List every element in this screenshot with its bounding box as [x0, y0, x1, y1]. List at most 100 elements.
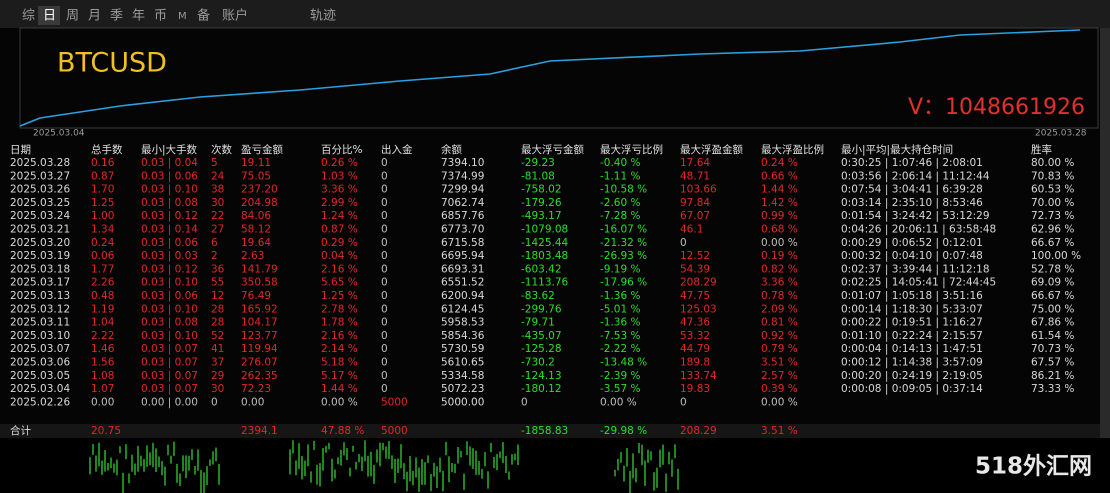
tab[interactable]: 年	[132, 9, 145, 24]
table-cell: -79.71	[521, 317, 555, 329]
table-cell: 0.82 %	[761, 263, 798, 275]
row-date: 2025.03.07	[10, 343, 70, 355]
table-cell: -26.93 %	[600, 250, 647, 262]
table-cell: 1.78 %	[321, 317, 358, 329]
table-cell: 3.36 %	[761, 277, 798, 289]
table-cell: 29	[211, 370, 224, 382]
table-cell: 58.12	[241, 224, 271, 236]
table-cell: -9.19 %	[600, 263, 641, 275]
table-cell: -81.08	[521, 170, 555, 182]
table-cell: 6773.70	[441, 224, 484, 236]
tab[interactable]: M	[178, 11, 187, 22]
tab[interactable]: 综	[22, 9, 35, 24]
table-cell: 73.33 %	[1031, 383, 1074, 395]
table-cell: 36	[211, 263, 225, 275]
table-cell: 5000.00	[441, 396, 484, 408]
row-date: 2025.03.11	[10, 317, 70, 329]
table-cell: 0.03 | 0.12	[141, 263, 198, 275]
table-cell: 17.64	[680, 157, 710, 169]
table-cell: 1.70	[91, 184, 114, 196]
table-cell: 54.39	[680, 263, 710, 275]
table-cell: 2.09 %	[761, 303, 798, 315]
table-cell: 0:01:07 | 1:05:18 | 3:51:16	[841, 290, 983, 302]
table-cell: 44.79	[680, 343, 710, 355]
table-cell: 0	[680, 237, 687, 249]
table-cell: 0	[381, 157, 388, 169]
table-cell: 6551.52	[441, 277, 484, 289]
table-cell: 46.1	[680, 224, 703, 236]
table-cell: -3.57 %	[600, 383, 641, 395]
column-header: 胜率	[1031, 143, 1052, 156]
tab[interactable]: 日	[43, 9, 56, 24]
table-cell: -299.76	[521, 303, 562, 315]
table-cell: 5854.36	[441, 330, 485, 342]
symbol: BTCUSD	[57, 48, 167, 79]
tab[interactable]: 周	[66, 9, 79, 24]
table-cell: 3.36 %	[321, 184, 358, 196]
table-cell: 1.42 %	[761, 197, 798, 209]
watermark: 518外汇网	[975, 453, 1092, 480]
column-header: 最小|大手数	[141, 143, 198, 156]
table-cell: 0.79 %	[761, 343, 798, 355]
table-cell: 2.16 %	[321, 330, 358, 342]
table-cell: 0	[381, 263, 388, 275]
chart-start-label: 2025.03.04	[33, 129, 85, 139]
table-cell: 5.65 %	[321, 277, 358, 289]
tab[interactable]: 备	[197, 8, 210, 24]
table-cell: 6715.58	[441, 237, 484, 249]
row-date: 2025.03.18	[10, 263, 70, 275]
table-cell: 0.39 %	[761, 383, 798, 395]
table-cell: 0:00:08 | 0:09:05 | 0:37:14	[841, 383, 983, 395]
chart-frame	[19, 27, 1099, 129]
tab[interactable]: 轨迹	[310, 9, 336, 24]
table-cell: 0:01:54 | 3:24:42 | 53:12:29	[841, 210, 990, 222]
table-cell: 5.17 %	[321, 370, 358, 382]
table-cell: 2.57 %	[761, 370, 798, 382]
table-cell: 0.00 | 0.00	[141, 396, 198, 408]
row-date: 2025.03.17	[10, 277, 70, 289]
table-cell: 0.99 %	[761, 210, 798, 222]
total-cell: 20.75	[91, 425, 121, 437]
scrollbar	[1100, 28, 1110, 438]
table-cell: 0	[381, 184, 388, 196]
table-cell: -1803.48	[521, 250, 568, 262]
table-cell: 0:04:26 | 20:06:11 | 63:58:48	[841, 224, 996, 236]
table-cell: 86.21 %	[1031, 370, 1074, 382]
tab[interactable]: 币	[154, 9, 167, 24]
table-cell: 69.09 %	[1031, 277, 1074, 289]
table-cell: 6200.94	[441, 290, 485, 302]
total-label: 合计	[10, 424, 31, 437]
table-cell: 1.77	[91, 263, 114, 275]
table-cell: 19.11	[241, 157, 271, 169]
table-cell: 7374.99	[441, 170, 484, 182]
table-cell: 0.03 | 0.03	[141, 250, 198, 262]
table-cell: 66.67 %	[1031, 290, 1074, 302]
table-cell: 2.26	[91, 277, 115, 289]
table-cell: -1079.08	[521, 224, 568, 236]
table-cell: 12	[211, 290, 224, 302]
row-date: 2025.03.13	[10, 290, 70, 302]
table-cell: 5610.65	[441, 357, 484, 369]
tab[interactable]: 账户	[222, 8, 248, 24]
row-date: 2025.03.12	[10, 303, 70, 315]
table-cell: -1425.44	[521, 237, 569, 249]
table-cell: 1.19	[91, 303, 114, 315]
table-cell: -1.36 %	[600, 290, 641, 302]
tab[interactable]: 月	[88, 9, 101, 24]
table-cell: 0	[381, 210, 388, 222]
table-cell: 0.03 | 0.10	[141, 184, 198, 196]
table-cell: 19.64	[241, 237, 271, 249]
table-cell: 3.51 %	[761, 357, 798, 369]
tab[interactable]: 季	[110, 9, 123, 24]
table-cell: 237.20	[241, 184, 278, 196]
table-cell: 1.04	[91, 317, 115, 329]
table-cell: 276.07	[241, 357, 278, 369]
table-cell: -2.22 %	[600, 343, 641, 355]
table-cell: 0:00:29 | 0:06:52 | 0:12:01	[841, 237, 983, 249]
total-cell: 5000	[381, 425, 408, 437]
table-cell: 52.78 %	[1031, 263, 1074, 275]
table-cell: 47.36	[680, 317, 710, 329]
table-cell: 0:00:22 | 0:19:51 | 1:16:27	[841, 317, 983, 329]
table-cell: 0.00	[91, 396, 114, 408]
